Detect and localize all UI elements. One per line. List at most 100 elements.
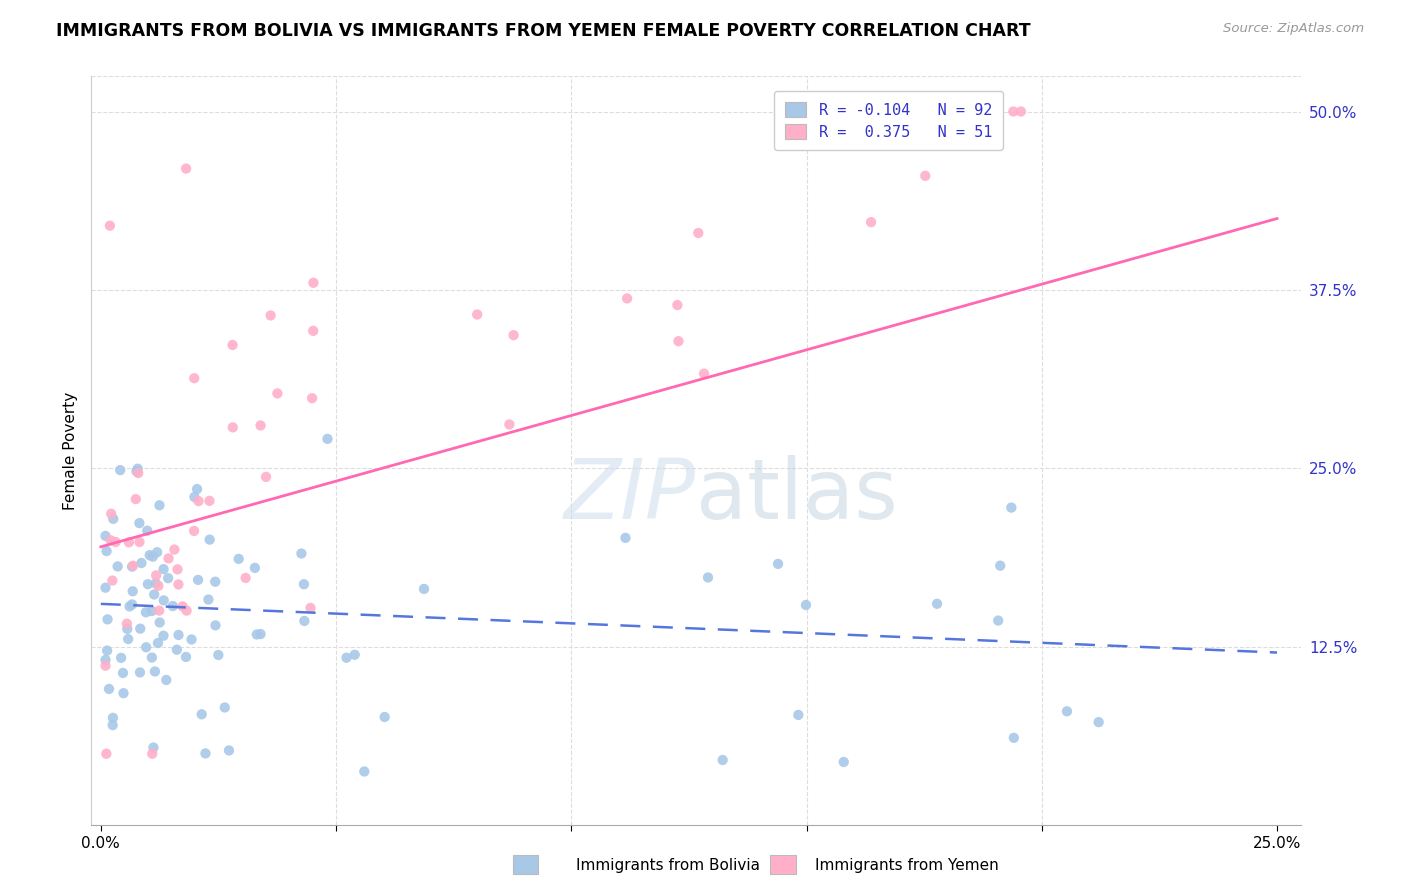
Point [666,298,689,312]
Point [187,573,209,587]
Y-axis label: Female Poverty: Female Poverty [62,392,77,509]
Point [96,612,118,626]
Point [107,559,129,574]
Point [112,686,135,700]
Point [117,632,139,646]
Point [1010,104,1032,119]
Point [148,579,170,593]
Point [118,599,141,614]
Point [353,764,375,779]
Point [616,292,638,306]
Point [197,592,219,607]
Point [125,464,148,478]
Point [128,516,150,530]
Point [125,492,148,507]
Point [167,628,190,642]
Point [186,482,208,496]
Point [502,328,524,343]
Point [254,470,277,484]
Point [94,658,117,673]
Point [221,338,243,352]
Point [292,577,315,591]
Point [141,747,163,761]
Point [187,494,209,508]
Point [163,542,186,557]
Point [166,642,188,657]
Text: ZIP: ZIP [564,455,696,536]
Point [167,577,190,591]
Point [136,524,159,538]
Point [127,466,149,480]
Point [292,614,315,628]
Point [343,648,366,662]
Point [115,616,138,631]
Point [222,420,245,434]
Point [668,334,690,349]
Text: IMMIGRANTS FROM BOLIVIA VS IMMIGRANTS FROM YEMEN FEMALE POVERTY CORRELATION CHAR: IMMIGRANTS FROM BOLIVIA VS IMMIGRANTS FR… [56,22,1031,40]
Point [860,215,883,229]
Point [122,558,145,573]
Point [207,648,229,662]
Point [301,391,323,405]
Point [146,545,169,559]
Legend: R = -0.104   N = 92, R =  0.375   N = 51: R = -0.104 N = 92, R = 0.375 N = 51 [775,91,1002,151]
Point [141,604,163,618]
Point [249,418,271,433]
Point [787,707,810,722]
Point [697,570,720,584]
Point [465,308,488,322]
Point [136,577,159,591]
Point [152,629,174,643]
Point [259,309,281,323]
Text: atlas: atlas [696,455,897,536]
Point [204,574,226,589]
Point [100,507,122,521]
Point [96,544,118,558]
Point [218,743,240,757]
Point [198,493,221,508]
Point [142,740,165,755]
Point [925,597,948,611]
Point [121,559,143,574]
Point [98,219,121,233]
Point [166,562,188,576]
Point [988,558,1011,573]
Point [157,551,180,566]
Point [711,753,734,767]
Point [688,226,710,240]
Point [914,169,936,183]
Point [228,552,250,566]
Point [129,665,152,680]
Point [152,593,174,607]
Point [145,568,167,582]
Point [174,650,197,665]
Point [162,599,184,613]
Point [141,650,163,665]
Point [987,614,1010,628]
Point [94,529,117,543]
Point [183,524,205,538]
Point [183,490,205,504]
Point [172,599,194,614]
Point [96,643,118,657]
Point [1000,500,1022,515]
Point [190,707,212,722]
Point [498,417,520,432]
Point [832,755,855,769]
Point [94,653,117,667]
Text: Immigrants from Yemen: Immigrants from Yemen [815,858,1000,872]
Point [246,627,269,641]
Point [374,710,396,724]
Point [110,651,132,665]
Point [194,747,217,761]
Point [127,461,149,475]
Point [243,561,266,575]
Point [1056,704,1078,718]
Point [121,584,143,599]
Point [316,432,339,446]
Point [335,650,357,665]
Point [180,632,202,647]
Point [413,582,436,596]
Point [143,587,166,601]
Point [145,576,167,591]
